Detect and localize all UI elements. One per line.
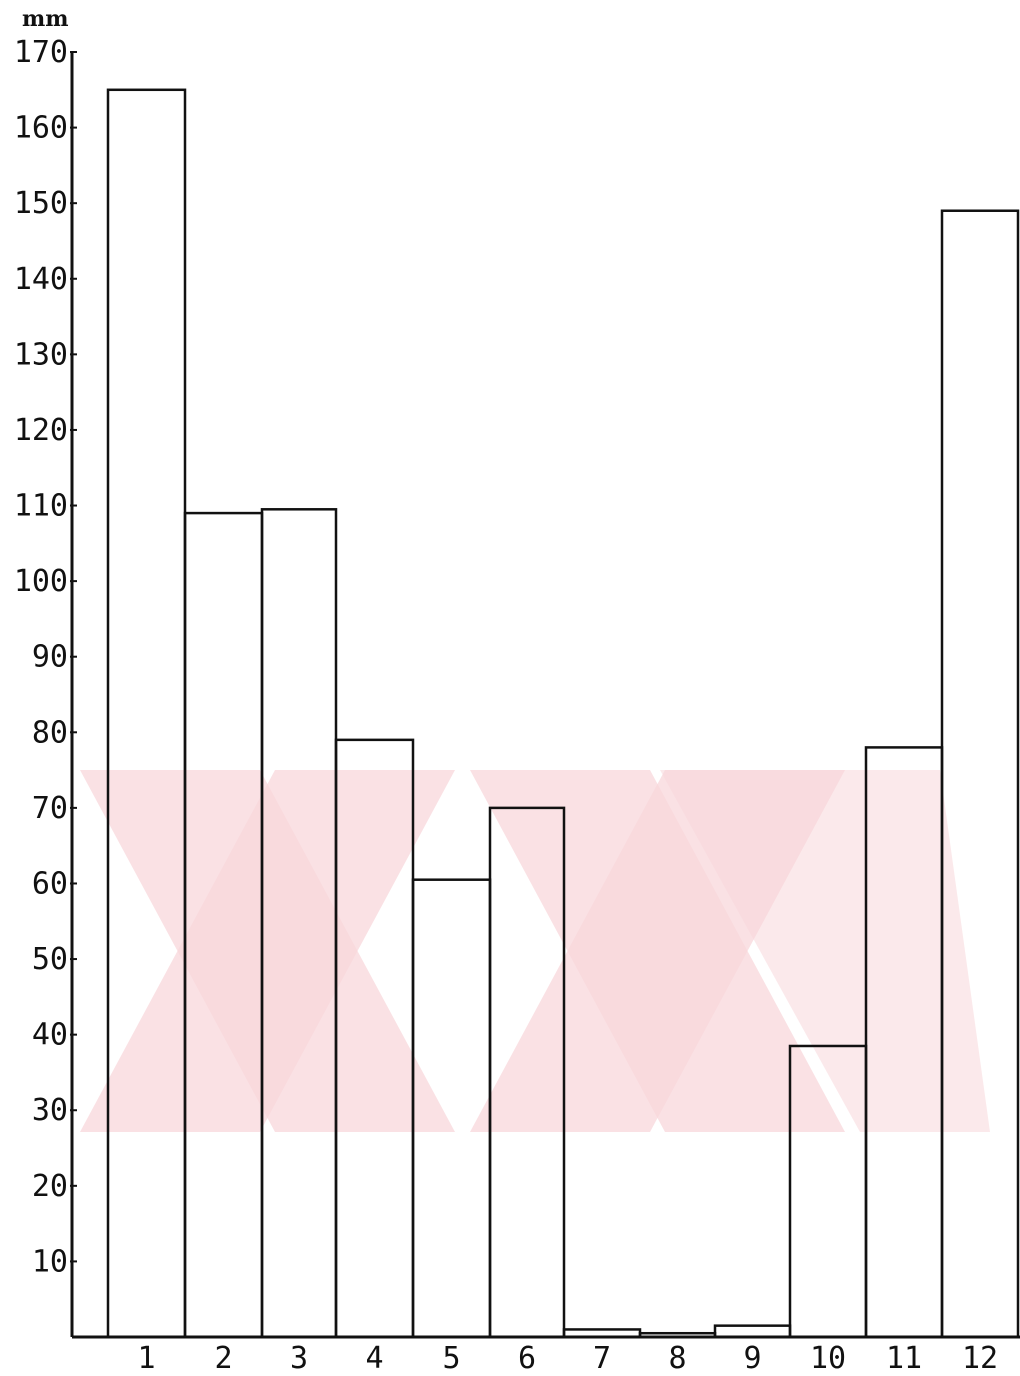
y-axis-unit-label: mm <box>22 6 69 32</box>
x-tick-label: 5 <box>442 1341 460 1376</box>
bars-group <box>106 88 1020 1339</box>
y-tick-label: 130 <box>14 337 68 372</box>
bar-8 <box>638 1331 717 1339</box>
x-tick-label: 6 <box>518 1341 536 1376</box>
x-tick-label: 2 <box>214 1341 232 1376</box>
y-tick-label: 40 <box>32 1018 68 1053</box>
bar-12 <box>940 209 1020 1339</box>
bar-9 <box>713 1324 792 1339</box>
bar-7 <box>562 1328 642 1339</box>
watermark-logo <box>80 770 990 1132</box>
x-tick-label: 4 <box>365 1341 383 1376</box>
bar-6 <box>488 806 566 1339</box>
y-tick-label: 90 <box>32 640 68 675</box>
y-tick-label: 20 <box>32 1169 68 1204</box>
y-tick-label: 160 <box>14 111 68 146</box>
x-tick-label: 10 <box>810 1341 846 1376</box>
x-tick-label: 1 <box>137 1341 155 1376</box>
x-tick-label: 12 <box>962 1341 998 1376</box>
x-tick-label: 8 <box>668 1341 686 1376</box>
x-axis-ticks: 1 2 3 4 5 6 7 8 9 10 11 12 <box>137 1341 998 1376</box>
y-axis-ticks: 170 160 150 140 130 120 110 100 90 80 70 60 50 40 30 20… <box>14 35 77 1279</box>
x-tick-label: 7 <box>593 1341 611 1376</box>
x-tick-label: 9 <box>743 1341 761 1376</box>
y-tick-label: 150 <box>14 186 68 221</box>
y-tick-label: 10 <box>32 1244 68 1279</box>
y-tick-label: 80 <box>32 715 68 750</box>
y-tick-label: 30 <box>32 1093 68 1128</box>
y-tick-label: 100 <box>14 564 68 599</box>
x-tick-label: 3 <box>290 1341 308 1376</box>
y-tick-label: 50 <box>32 942 68 977</box>
chart-axes <box>70 52 1020 1339</box>
y-tick-label: 70 <box>32 791 68 826</box>
bar-1 <box>106 88 187 1339</box>
y-tick-label: 140 <box>14 262 68 297</box>
y-tick-label: 110 <box>14 489 68 524</box>
y-tick-label: 170 <box>14 35 68 70</box>
y-tick-label: 120 <box>14 413 68 448</box>
x-tick-label: 11 <box>886 1341 922 1376</box>
y-tick-label: 60 <box>32 866 68 901</box>
